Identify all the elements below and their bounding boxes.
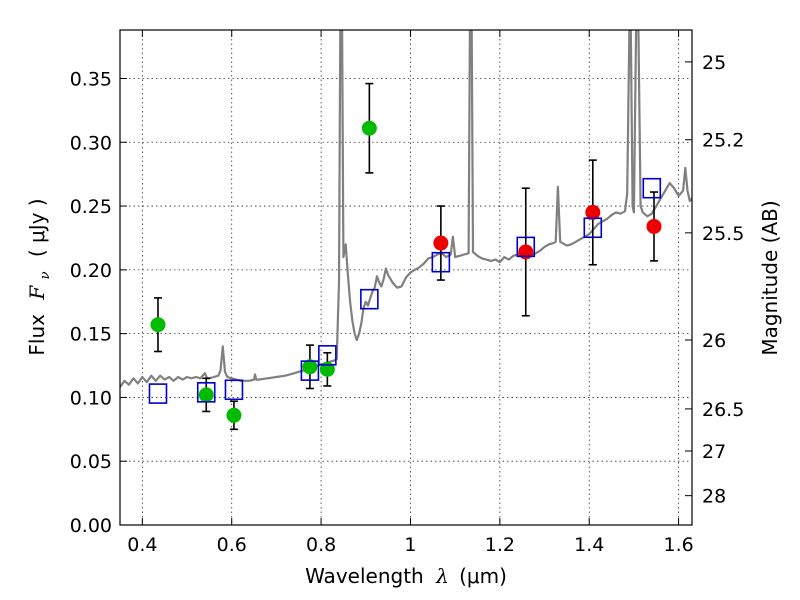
y-tick-label: 0.10 [70, 387, 112, 409]
x-tick-label: 0.4 [127, 534, 157, 556]
green-data-point [226, 407, 242, 423]
model-photometry-square [642, 177, 662, 199]
model-spectrum-line [120, 30, 692, 388]
green-data-point [198, 387, 214, 403]
model-photometry-square [196, 382, 216, 403]
model-photometry-square [360, 288, 379, 310]
y-axis-label-prefix: Flux [25, 314, 49, 356]
x-axis-label: Wavelength λ (μm) [305, 564, 507, 588]
photometry-points-layer [148, 82, 662, 431]
axis-ticks: 0.4 0.6 0.8 1 1.2 1.4 1.6 0.00 0.05 0.10 0.15 0.20 0… [70, 30, 744, 556]
green-data-point [361, 120, 377, 136]
x-tick-label: 1.2 [485, 534, 515, 556]
x-tick-label: 1 [404, 534, 416, 556]
model-spectrum-layer [120, 30, 692, 388]
y-tick-label: 0.30 [70, 132, 112, 154]
green-data-point [150, 317, 166, 333]
model-photometry-square [300, 360, 320, 381]
y2-axis-label: Magnitude (AB) [758, 200, 782, 355]
green-data-point [302, 359, 318, 375]
x-axis-label-unit: (μm) [459, 564, 507, 588]
y2-tick-label: 25.5 [702, 223, 744, 245]
model-photometry-square [224, 379, 244, 401]
y-axis-label: Flux F ν ( μJy ) [25, 198, 54, 355]
x-tick-label: 1.6 [663, 534, 693, 556]
y2-tick-label: 28 [702, 486, 726, 508]
y-tick-label: 0.20 [70, 260, 112, 282]
model-photometry-square [431, 251, 451, 273]
y-axis-label-subscript: ν [38, 271, 53, 279]
y2-tick-label: 26.5 [702, 399, 744, 421]
y2-tick-label: 25 [702, 52, 726, 74]
model-photometry-square [148, 383, 168, 404]
y2-tick-label: 26 [702, 330, 726, 352]
y-tick-label: 0.05 [70, 451, 112, 473]
x-tick-label: 0.6 [217, 534, 247, 556]
red-data-point [518, 244, 534, 260]
model-photometry-square [318, 345, 337, 366]
y2-tick-label: 25.2 [702, 130, 744, 152]
x-tick-label: 1.4 [574, 534, 604, 556]
y2-tick-label: 27 [702, 441, 726, 463]
y-tick-label: 0.35 [70, 68, 112, 90]
y-tick-label: 0.00 [70, 515, 112, 537]
x-axis-label-symbol: λ [435, 564, 449, 588]
model-photometry-square [583, 217, 603, 239]
plot-frame [119, 29, 693, 526]
red-data-point [646, 218, 662, 234]
y-tick-label: 0.25 [70, 196, 112, 218]
red-data-point [585, 204, 601, 220]
y-tick-label: 0.15 [70, 324, 112, 346]
y-axis-label-unit: ( μJy ) [25, 198, 49, 257]
y-axis-label-symbol: F [25, 285, 49, 301]
x-tick-label: 0.8 [306, 534, 336, 556]
x-axis-label-prefix: Wavelength [305, 564, 424, 588]
red-data-point [433, 235, 449, 251]
model-photometry-square [516, 236, 536, 258]
